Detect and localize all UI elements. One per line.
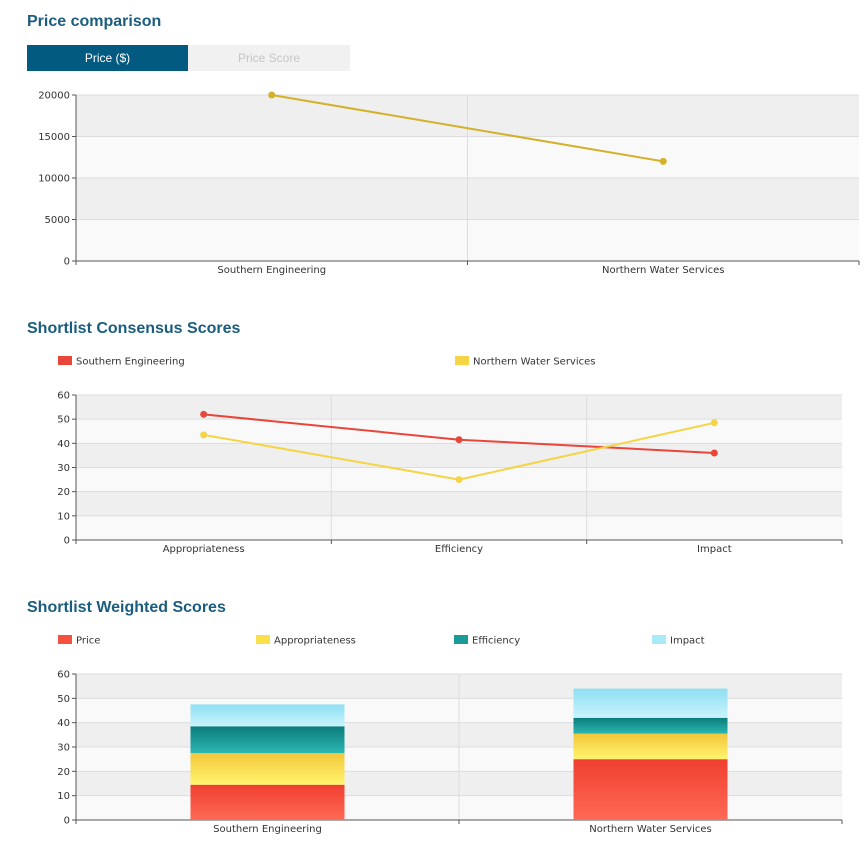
weighted-stacked-bar-chart: Price Appropriateness Efficiency Impact 0 10 2…: [57, 635, 843, 835]
weighted-y-tick-label: 50: [57, 694, 70, 705]
consensus-data-point: [200, 431, 208, 439]
weighted-y-tick-label: 30: [57, 743, 70, 754]
price-y-tick-label: 10000: [38, 174, 70, 185]
consensus-data-point: [455, 476, 463, 484]
price-line-chart: 0 5000 10000 15000 20000 Southern Engineering…: [38, 91, 860, 276]
consensus-y-tick-label: 40: [57, 439, 70, 450]
consensus-grid-band: [76, 515, 842, 540]
weighted-legend-label: Efficiency: [472, 636, 520, 647]
weighted-legend-label: Price: [76, 636, 100, 647]
consensus-legend-swatch: [58, 356, 72, 365]
weighted-bar-segment: [573, 688, 728, 718]
price-y-tick-label: 15000: [38, 132, 70, 143]
weighted-y-tick-label: 20: [57, 767, 70, 778]
consensus-data-point: [455, 436, 463, 444]
consensus-data-point: [200, 410, 208, 418]
consensus-grid-band: [76, 395, 842, 420]
consensus-data-point: [710, 419, 718, 427]
weighted-y-tick-label: 10: [57, 791, 70, 802]
consensus-legend-swatch: [455, 356, 469, 365]
weighted-legend-label: Impact: [670, 636, 705, 647]
consensus-y-tick-label: 50: [57, 415, 70, 426]
price-comparison-title: Price comparison: [27, 13, 162, 30]
weighted-category-label: Southern Engineering: [213, 824, 322, 835]
consensus-category-label: Efficiency: [435, 544, 483, 555]
consensus-legend-label: Northern Water Services: [473, 357, 595, 368]
consensus-legend-label: Southern Engineering: [76, 357, 185, 368]
consensus-data-point: [710, 449, 718, 457]
price-category-label: Southern Engineering: [217, 265, 326, 276]
tab-price-score[interactable]: Price Score: [188, 45, 350, 71]
consensus-category-label: Impact: [697, 544, 732, 555]
weighted-bar-segment: [573, 717, 728, 734]
price-y-tick-label: 20000: [38, 91, 70, 102]
weighted-bar-segment: [573, 733, 728, 760]
consensus-y-tick-label: 60: [57, 391, 70, 402]
weighted-category-label: Northern Water Services: [589, 824, 711, 835]
weighted-legend-swatch: [454, 635, 468, 644]
price-data-point: [659, 157, 667, 165]
weighted-bar-segment: [190, 726, 345, 754]
weighted-legend-swatch: [652, 635, 666, 644]
weighted-legend-swatch: [58, 635, 72, 644]
price-tabs: Price ($) Price Score: [27, 45, 350, 71]
weighted-y-tick-label: 0: [64, 816, 70, 827]
tab-price-dollars[interactable]: Price ($): [27, 45, 188, 71]
price-y-tick-label: 0: [64, 257, 70, 268]
consensus-category-label: Appropriateness: [163, 544, 245, 555]
consensus-grid-band: [76, 491, 842, 516]
consensus-y-tick-label: 30: [57, 463, 70, 474]
consensus-grid-band: [76, 443, 842, 468]
weighted-bar-segment: [190, 753, 345, 785]
weighted-legend-label: Appropriateness: [274, 636, 356, 647]
price-category-label: Northern Water Services: [602, 265, 724, 276]
weighted-y-tick-label: 60: [57, 670, 70, 681]
price-y-tick-label: 5000: [45, 215, 70, 226]
weighted-bar-segment: [190, 784, 345, 820]
consensus-line-chart: Southern Engineering Northern Water Servi…: [57, 356, 843, 555]
price-data-point: [268, 91, 276, 99]
consensus-y-tick-label: 0: [64, 536, 70, 547]
consensus-scores-title: Shortlist Consensus Scores: [27, 320, 241, 337]
consensus-y-tick-label: 20: [57, 487, 70, 498]
price-series-line: [271, 94, 664, 163]
weighted-legend-swatch: [256, 635, 270, 644]
weighted-bar-segment: [190, 704, 345, 727]
weighted-scores-title: Shortlist Weighted Scores: [27, 599, 226, 616]
consensus-y-tick-label: 10: [57, 511, 70, 522]
weighted-y-tick-label: 40: [57, 718, 70, 729]
weighted-bar-segment: [573, 759, 728, 820]
